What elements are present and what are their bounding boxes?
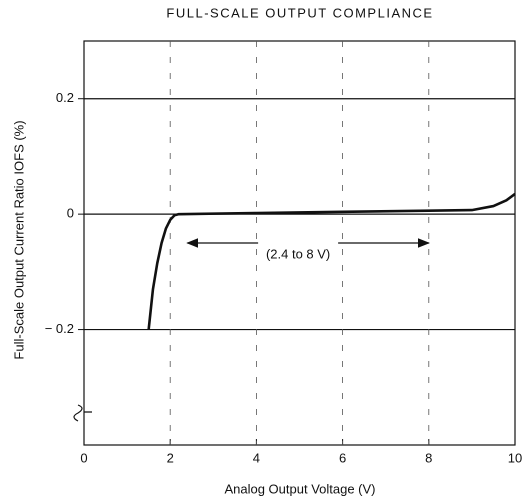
x-tick-label: 0 — [80, 450, 87, 465]
x-axis-label: Analog Output Voltage (V) — [224, 481, 375, 496]
axis-break — [73, 404, 92, 422]
annotation-bg — [258, 241, 339, 263]
x-tick-label: 8 — [425, 450, 432, 465]
data-line — [147, 192, 516, 330]
y-tick-label: 0.2 — [56, 90, 74, 105]
plot-frame — [83, 40, 516, 446]
x-tick-label: 2 — [167, 450, 174, 465]
annotation: (2.4 to 8 V) — [266, 246, 330, 261]
y-tick-label: 0 — [67, 206, 74, 221]
y-axis-label: Full-Scale Output Current Ratio IOFS (%) — [11, 120, 26, 359]
x-tick-label: 4 — [253, 450, 260, 465]
x-tick-label: 10 — [508, 450, 522, 465]
chart-title: FULL-SCALE OUTPUT COMPLIANCE — [166, 5, 433, 20]
x-tick-label: 6 — [339, 450, 346, 465]
y-tick-label: − 0.2 — [45, 321, 74, 336]
